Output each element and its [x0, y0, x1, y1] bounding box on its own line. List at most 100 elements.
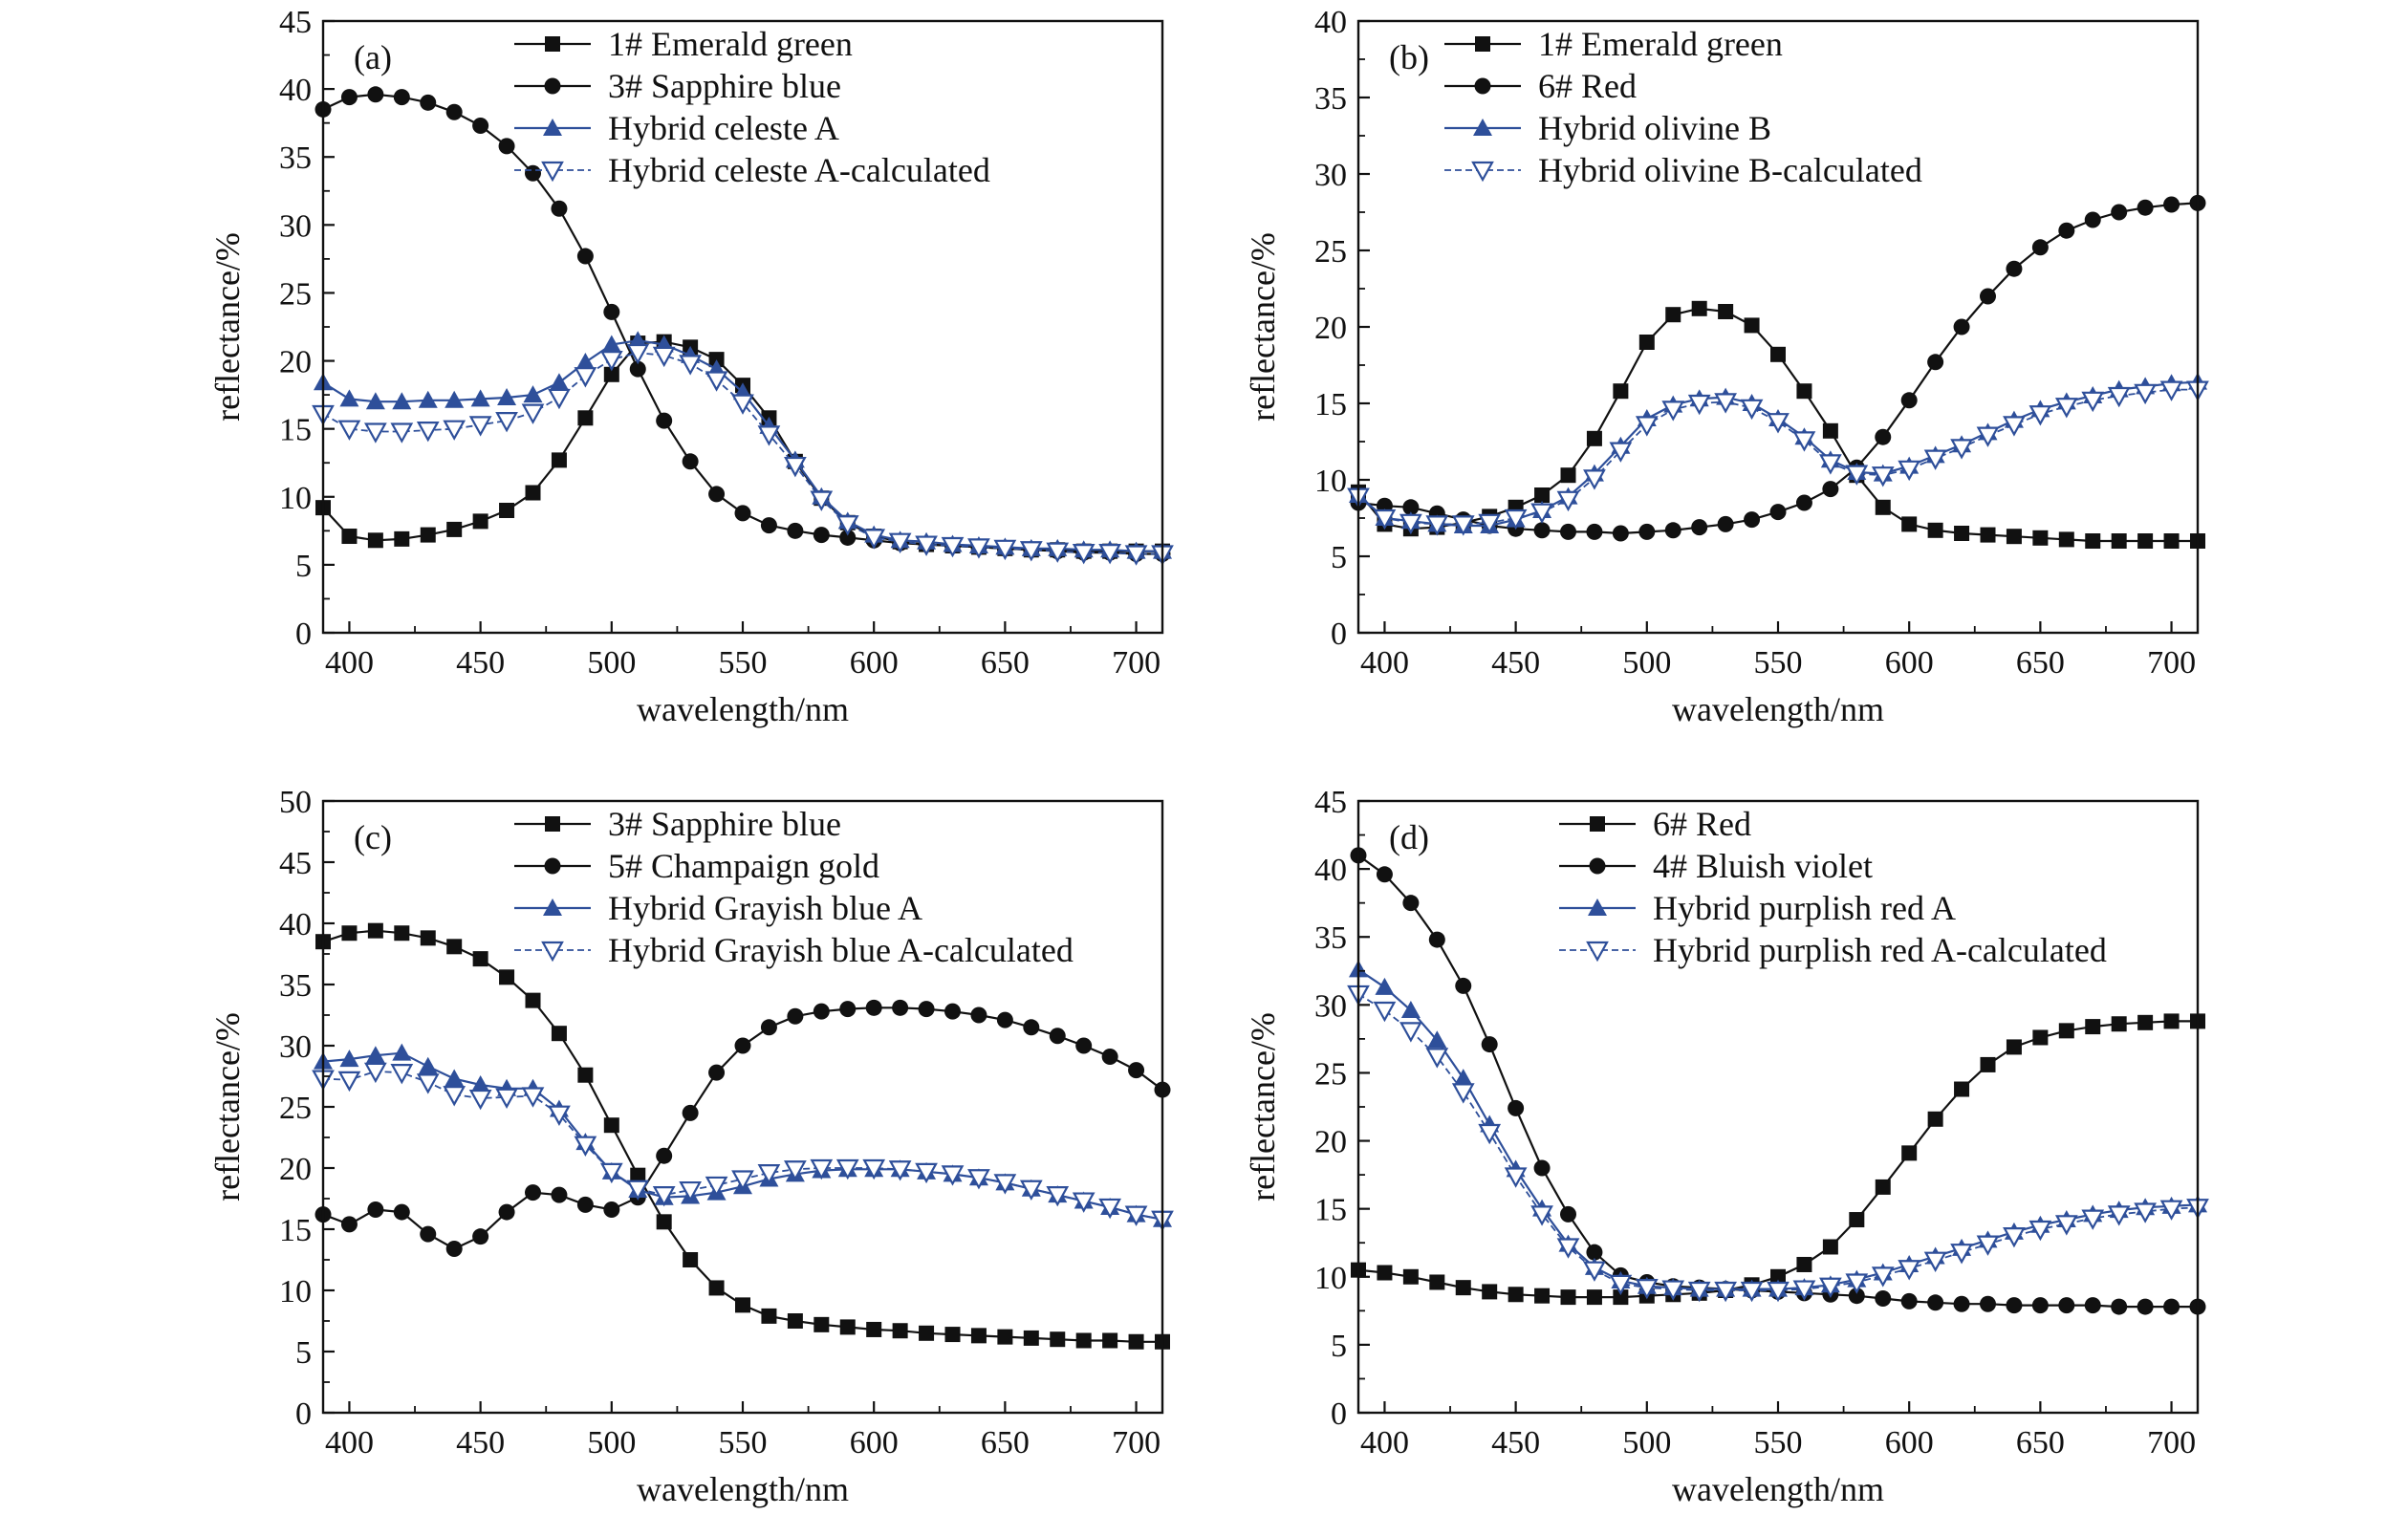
data-point-1: [683, 1252, 699, 1267]
data-point-2: [2031, 1297, 2049, 1314]
data-point-2: [682, 453, 699, 470]
data-point-1: [2006, 529, 2022, 545]
data-point-1: [1796, 383, 1812, 400]
y-tick-label: 40: [1314, 5, 1347, 40]
data-point-4: [2028, 1220, 2052, 1242]
legend-marker: [1590, 816, 1605, 832]
x-tick-label: 600: [850, 1425, 899, 1461]
series-group: [312, 86, 1174, 566]
legend-entry: 1# Emerald green: [1538, 25, 1783, 63]
data-point-1: [735, 1297, 750, 1313]
data-point-1: [1901, 1145, 1918, 1161]
data-point-2: [420, 94, 437, 111]
data-point-2: [2058, 1297, 2075, 1314]
data-point-4: [784, 456, 807, 478]
data-point-1: [1638, 335, 1655, 350]
panel-4: 400 450 500 550 600 650 700 0 5 10 15 20 25 30 35 40 45 w…: [1244, 785, 2209, 1508]
data-point-4: [967, 1169, 990, 1190]
data-point-2: [1560, 523, 1576, 540]
data-point-2: [813, 1003, 830, 1020]
legend-entry: 4# Bluish violet: [1653, 847, 1873, 885]
legend-marker: [544, 77, 561, 95]
data-point-2: [996, 1011, 1013, 1028]
legend: 3# Sapphire blue 5# Champaign gold Hybrid …: [514, 805, 1074, 969]
data-point-4: [1661, 1280, 1685, 1301]
data-point-2: [1533, 522, 1551, 539]
data-point-2: [603, 1201, 620, 1219]
data-point-1: [2058, 531, 2074, 548]
data-point-4: [548, 1105, 571, 1126]
data-point-1: [1508, 1287, 1524, 1303]
x-tick-label: 650: [2016, 645, 2065, 681]
data-point-1: [1586, 1289, 1602, 1306]
data-point-1: [2111, 1016, 2127, 1032]
data-point-1: [577, 410, 594, 426]
data-point-1: [1822, 1239, 1838, 1255]
data-point-2: [944, 1003, 961, 1020]
data-point-4: [599, 1162, 623, 1184]
data-point-3: [1400, 1001, 1421, 1019]
data-point-4: [731, 1170, 754, 1191]
data-point-3: [601, 335, 621, 353]
legend-marker: [545, 36, 560, 52]
data-point-2: [367, 86, 384, 103]
data-point-1: [892, 1323, 908, 1339]
data-point-4: [1609, 1274, 1633, 1296]
legend-entry: Hybrid olivine B-calculated: [1538, 151, 1922, 189]
y-tick-label: 10: [279, 1274, 312, 1309]
data-point-2: [1822, 481, 1839, 498]
y-tick-label: 0: [295, 1396, 312, 1432]
data-point-2: [2006, 260, 2023, 277]
data-point-4: [888, 1160, 912, 1181]
data-point-2: [2006, 1297, 2023, 1314]
data-point-4: [2159, 380, 2183, 401]
data-point-1: [1691, 300, 1707, 316]
data-point-3: [628, 331, 648, 349]
y-tick-label: 25: [1314, 1056, 1347, 1092]
data-point-2: [1612, 525, 1629, 542]
data-point-4: [835, 1158, 859, 1180]
data-point-4: [835, 515, 859, 536]
data-point-1: [2163, 533, 2180, 549]
data-point-2: [2137, 199, 2154, 216]
data-point-2: [1023, 1019, 1040, 1036]
y-tick-label: 35: [279, 141, 312, 176]
data-point-2: [1875, 428, 1892, 445]
data-point-2: [525, 164, 541, 182]
data-point-2: [734, 1037, 751, 1054]
data-point-1: [1560, 467, 1576, 484]
data-point-2: [734, 505, 751, 522]
data-point-1: [2085, 533, 2101, 549]
data-point-3: [392, 392, 412, 410]
data-point-2: [1900, 392, 1918, 409]
data-point-4: [705, 1176, 728, 1198]
series-line-2: [1357, 202, 2199, 535]
data-point-2: [2111, 1298, 2128, 1315]
data-point-1: [1455, 1280, 1471, 1296]
panel-3: 400 450 500 550 600 650 700 0 5 10 15 20 25 30 35 40 45 5…: [208, 785, 1174, 1508]
series-line-4: [1357, 388, 2198, 526]
data-point-2: [865, 999, 882, 1016]
data-point-4: [1583, 1261, 1606, 1282]
data-point-2: [1638, 523, 1656, 540]
data-point-4: [915, 1162, 938, 1184]
data-point-2: [576, 248, 594, 265]
data-point-2: [708, 1064, 726, 1081]
data-point-4: [1898, 1260, 1921, 1281]
data-point-4: [888, 532, 912, 553]
data-point-2: [576, 1196, 594, 1213]
panel-1: 400 450 500 550 600 650 700 0 5 10 15 20 25 30 35 40 45 w…: [208, 5, 1174, 728]
data-point-4: [364, 422, 387, 444]
legend-entry: Hybrid Grayish blue A-calculated: [608, 931, 1074, 969]
x-tick-label: 500: [1622, 1425, 1671, 1461]
data-point-1: [944, 1327, 961, 1343]
data-point-4: [1714, 1281, 1737, 1303]
data-point-4: [468, 416, 492, 437]
data-point-1: [839, 1319, 856, 1335]
data-point-1: [2032, 1029, 2049, 1046]
data-point-3: [470, 389, 490, 407]
data-point-2: [2163, 196, 2180, 213]
data-point-2: [340, 89, 358, 106]
data-point-4: [2081, 1209, 2105, 1230]
